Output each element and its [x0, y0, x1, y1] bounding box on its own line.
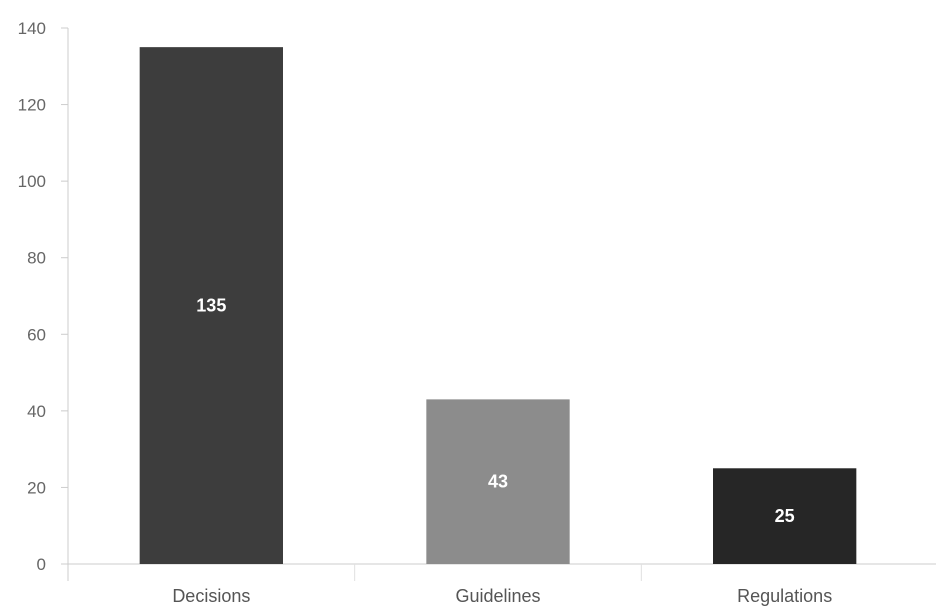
x-axis-ticks: Decisions Guidelines Regulations — [172, 564, 832, 606]
y-tick-label: 140 — [18, 19, 46, 38]
bar-decisions — [139, 47, 283, 564]
data-label-guidelines: 43 — [488, 472, 508, 492]
y-tick-label: 0 — [37, 555, 46, 574]
y-tick-label: 80 — [27, 249, 46, 268]
bars: 135 43 25 — [139, 47, 857, 564]
x-tick-label-guidelines: Guidelines — [455, 586, 540, 606]
y-axis-ticks: 0 20 40 60 80 100 120 140 — [18, 19, 68, 574]
data-label-decisions: 135 — [196, 296, 226, 316]
bar-guidelines — [426, 399, 570, 564]
y-tick-label: 60 — [27, 325, 46, 344]
x-tick-label-regulations: Regulations — [737, 586, 832, 606]
y-tick-label: 100 — [18, 172, 46, 191]
data-label-regulations: 25 — [775, 506, 795, 526]
bar-regulations — [713, 468, 857, 564]
y-tick-label: 20 — [27, 478, 46, 497]
y-tick-label: 40 — [27, 402, 46, 421]
y-tick-label: 120 — [18, 96, 46, 115]
x-tick-label-decisions: Decisions — [172, 586, 250, 606]
